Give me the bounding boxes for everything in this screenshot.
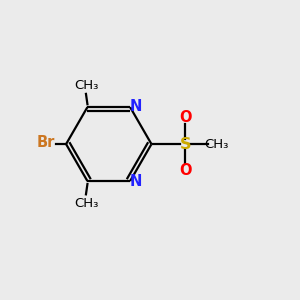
- Text: N: N: [129, 175, 142, 190]
- Text: Br: Br: [36, 135, 55, 150]
- Text: CH₃: CH₃: [204, 138, 228, 151]
- Text: S: S: [180, 136, 191, 152]
- Text: O: O: [179, 163, 192, 178]
- Text: CH₃: CH₃: [74, 197, 98, 210]
- Text: N: N: [129, 99, 142, 114]
- Text: O: O: [179, 110, 192, 125]
- Text: CH₃: CH₃: [74, 79, 98, 92]
